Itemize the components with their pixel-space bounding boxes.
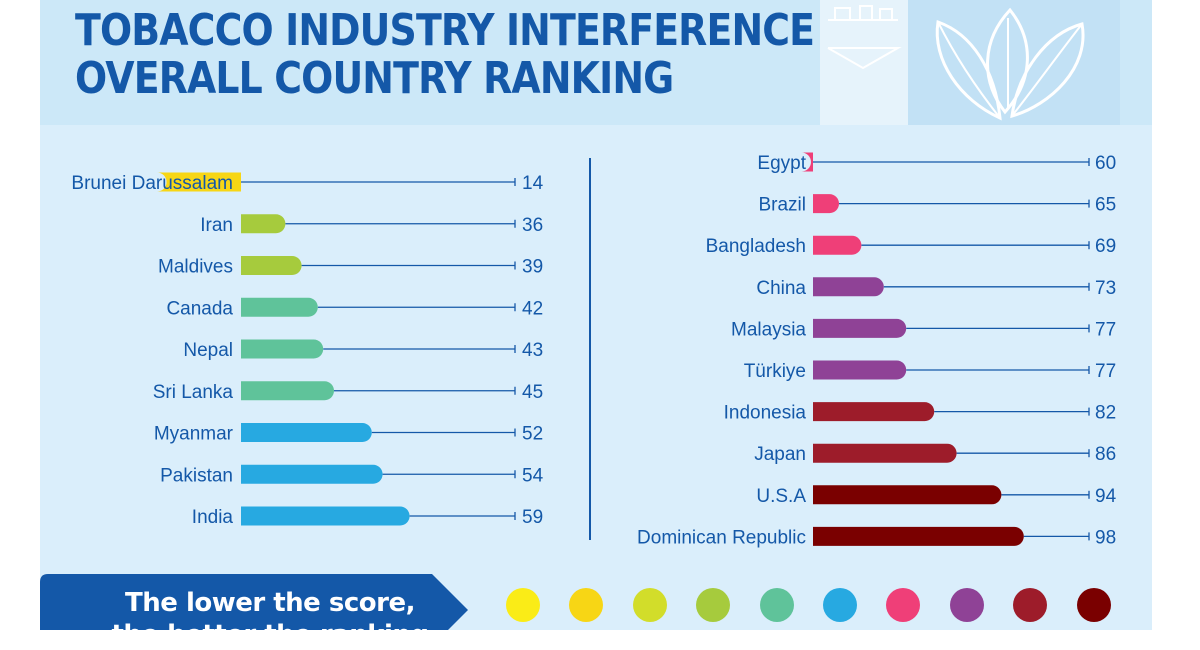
category-label-japan: Japan (754, 444, 806, 465)
category-label-maldives: Maldives (158, 257, 233, 278)
category-label-iran: Iran (200, 215, 233, 236)
category-label-brazil: Brazil (758, 195, 806, 216)
tobacco-leaf-icon (820, 0, 1120, 125)
bar-malaysia (813, 318, 907, 338)
value-label-myanmar: 52 (522, 424, 543, 445)
bar-u-s-a (813, 485, 1002, 505)
legend-dot-4 (696, 588, 731, 622)
category-label-u-s-a: U.S.A (756, 486, 806, 507)
category-label-t-rkiye: Türkiye (744, 361, 806, 382)
value-label-t-rkiye: 77 (1095, 361, 1116, 382)
legend-dot-1 (506, 588, 540, 622)
category-label-myanmar: Myanmar (154, 424, 234, 445)
legend-dot-10 (1076, 588, 1111, 622)
value-label-sri-lanka: 45 (522, 382, 543, 403)
category-label-malaysia: Malaysia (731, 319, 806, 340)
bar-t-rkiye (813, 360, 907, 380)
value-label-indonesia: 82 (1095, 403, 1116, 424)
value-label-brazil: 65 (1095, 195, 1116, 216)
bar-sri-lanka (241, 381, 334, 401)
legend-dot-5 (759, 588, 794, 622)
legend-dot-9 (1013, 588, 1048, 622)
legend-dot-6 (823, 588, 857, 622)
value-label-dominican-republic: 98 (1095, 527, 1116, 548)
value-label-bangladesh: 69 (1095, 236, 1116, 257)
value-label-china: 73 (1095, 278, 1116, 299)
value-label-malaysia: 77 (1095, 319, 1116, 340)
category-label-egypt: Egypt (757, 153, 806, 174)
category-label-pakistan: Pakistan (160, 465, 233, 486)
bar-indonesia (813, 402, 935, 422)
bar-nepal (241, 339, 324, 359)
value-label-japan: 86 (1095, 444, 1116, 465)
bar-dominican-republic (813, 526, 1024, 546)
value-label-u-s-a: 94 (1095, 486, 1117, 507)
bar-iran (241, 214, 286, 234)
category-label-sri-lanka: Sri Lanka (153, 382, 234, 403)
bar-myanmar (241, 423, 372, 442)
value-label-india: 59 (522, 507, 543, 528)
bar-brunei-darussalam (157, 172, 241, 192)
legend-text-line-2: the better the ranking (111, 620, 429, 650)
ranking-chart: Brunei Darussalam 14 Iran 36 Maldives 39 Canad… (71, 152, 1117, 548)
value-label-pakistan: 54 (522, 465, 544, 486)
category-label-indonesia: Indonesia (724, 403, 807, 424)
bar-brazil (813, 194, 839, 214)
category-label-nepal: Nepal (183, 340, 233, 361)
chart-title-line-1: TOBACCO INDUSTRY INTERFERENCE (75, 5, 815, 56)
bar-japan (813, 443, 957, 463)
legend-text-line-1: The lower the score, (125, 588, 415, 618)
bar-china (813, 277, 884, 297)
category-label-bangladesh: Bangladesh (706, 236, 806, 257)
chart-title-line-2: OVERALL COUNTRY RANKING (75, 53, 674, 104)
legend-dot-3 (632, 588, 667, 622)
legend-dot-2 (569, 588, 604, 622)
value-label-nepal: 43 (522, 340, 543, 361)
value-label-egypt: 60 (1095, 153, 1116, 174)
category-label-india: India (192, 507, 234, 528)
value-label-canada: 42 (522, 298, 543, 319)
category-label-brunei-darussalam: Brunei Darussalam (71, 173, 233, 194)
bar-canada (241, 297, 318, 317)
value-label-maldives: 39 (522, 257, 543, 278)
value-label-brunei-darussalam: 14 (522, 173, 544, 194)
bar-pakistan (241, 464, 383, 484)
category-label-dominican-republic: Dominican Republic (637, 527, 806, 548)
bar-bangladesh (813, 235, 862, 255)
bar-egypt (801, 152, 813, 172)
bar-maldives (241, 256, 302, 275)
bar-india (241, 506, 410, 526)
category-label-canada: Canada (166, 298, 233, 319)
legend-dot-7 (886, 588, 921, 622)
value-label-iran: 36 (522, 215, 543, 236)
legend-dot-8 (949, 588, 984, 622)
category-label-china: China (756, 278, 806, 299)
legend-banner (40, 574, 468, 630)
